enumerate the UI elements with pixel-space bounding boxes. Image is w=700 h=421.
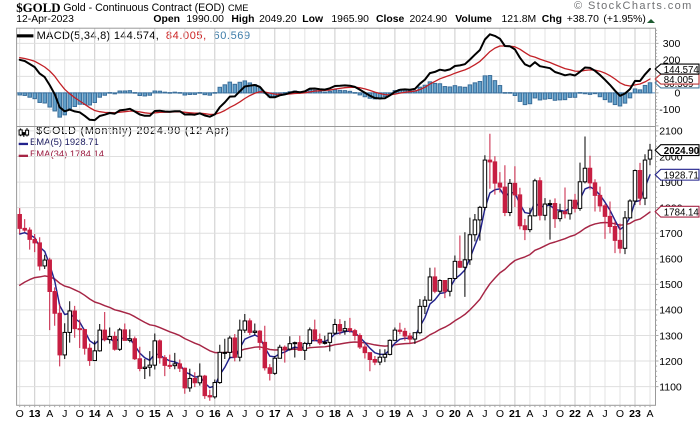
svg-text:0: 0 <box>674 88 680 100</box>
svg-text:A: A <box>166 408 173 420</box>
svg-text:O: O <box>496 408 504 420</box>
svg-text:A: A <box>526 408 533 420</box>
svg-text:13: 13 <box>29 408 41 420</box>
svg-text:18: 18 <box>329 408 341 420</box>
svg-text:A: A <box>106 408 113 420</box>
svg-text:J: J <box>362 408 367 420</box>
svg-text:O: O <box>556 408 564 420</box>
svg-text:16: 16 <box>209 408 221 420</box>
svg-text:2024.90: 2024.90 <box>664 146 700 157</box>
svg-text:1300: 1300 <box>659 330 683 342</box>
svg-text:1600: 1600 <box>659 254 683 266</box>
svg-text:J: J <box>122 408 127 420</box>
svg-text:1200: 1200 <box>659 356 683 368</box>
svg-text:A: A <box>46 408 53 420</box>
svg-text:A: A <box>586 408 593 420</box>
svg-text:J: J <box>242 408 247 420</box>
svg-text:-100: -100 <box>659 104 680 116</box>
svg-text:A: A <box>466 408 473 420</box>
svg-text:1928.71: 1928.71 <box>664 171 699 182</box>
svg-text:17: 17 <box>269 408 281 420</box>
svg-text:O: O <box>136 408 144 420</box>
svg-text:84.005: 84.005 <box>664 75 694 86</box>
svg-text:O: O <box>436 408 444 420</box>
svg-text:O: O <box>16 408 24 420</box>
svg-text:1400: 1400 <box>659 305 683 317</box>
svg-text:19: 19 <box>389 408 401 420</box>
svg-text:O: O <box>616 408 624 420</box>
svg-text:20: 20 <box>449 408 461 420</box>
svg-text:J: J <box>542 408 547 420</box>
svg-text:21: 21 <box>509 408 521 420</box>
svg-text:14: 14 <box>89 408 101 420</box>
svg-text:22: 22 <box>569 408 581 420</box>
svg-text:J: J <box>422 408 427 420</box>
svg-text:15: 15 <box>149 408 161 420</box>
svg-text:1100: 1100 <box>659 381 682 393</box>
svg-text:300: 300 <box>663 38 681 50</box>
svg-text:1500: 1500 <box>659 279 683 291</box>
svg-text:200: 200 <box>663 55 681 67</box>
svg-text:A: A <box>226 408 233 420</box>
svg-text:1700: 1700 <box>659 228 683 240</box>
svg-text:J: J <box>62 408 67 420</box>
svg-text:J: J <box>302 408 307 420</box>
svg-text:A: A <box>646 408 653 420</box>
svg-text:O: O <box>196 408 204 420</box>
svg-text:J: J <box>182 408 187 420</box>
svg-text:A: A <box>286 408 293 420</box>
svg-text:O: O <box>376 408 384 420</box>
svg-text:2100: 2100 <box>659 126 683 138</box>
svg-text:A: A <box>406 408 413 420</box>
svg-text:1784.14: 1784.14 <box>664 208 700 219</box>
svg-text:O: O <box>256 408 264 420</box>
svg-text:O: O <box>316 408 324 420</box>
svg-text:J: J <box>482 408 487 420</box>
svg-text:O: O <box>76 408 84 420</box>
svg-text:23: 23 <box>629 408 641 420</box>
svg-text:J: J <box>602 408 607 420</box>
svg-text:A: A <box>346 408 353 420</box>
svg-text:144.574: 144.574 <box>664 65 700 76</box>
